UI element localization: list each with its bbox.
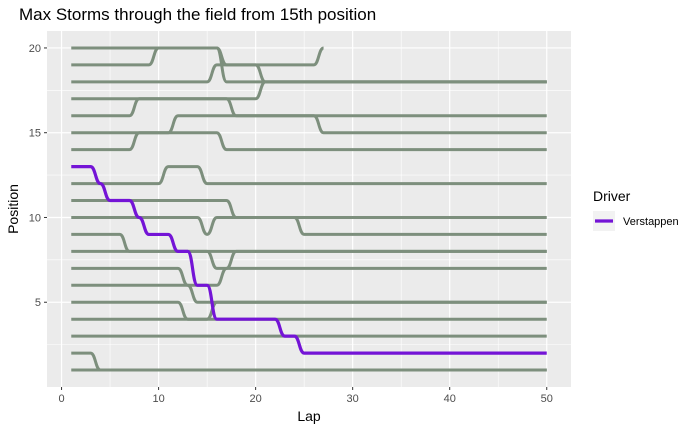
legend-title: Driver — [593, 188, 631, 204]
x-tick-label: 40 — [444, 393, 456, 405]
series-highlight — [71, 165, 547, 355]
series-line-driver-h — [71, 249, 547, 270]
legend-label-verstappen: Verstappen — [623, 216, 679, 228]
legend-entries: Verstappen — [593, 211, 679, 231]
grid-minor — [47, 31, 571, 387]
y-tick-label: 5 — [35, 297, 41, 309]
x-axis-label: Lap — [297, 408, 321, 424]
legend: Driver Verstappen — [593, 188, 679, 231]
series-line-driver-j — [71, 215, 547, 236]
series-line-driver-b — [71, 351, 547, 372]
series-line-driver-s — [71, 46, 325, 67]
series-line-driver-n — [71, 114, 547, 135]
y-tick-label: 15 — [29, 128, 41, 140]
series-line-driver-k — [71, 199, 547, 236]
series-line-driver-i — [71, 232, 547, 253]
x-tick-label: 10 — [152, 393, 164, 405]
x-tick-label: 20 — [250, 393, 262, 405]
plot-panel — [47, 31, 571, 387]
y-tick-label: 20 — [29, 43, 41, 55]
y-axis-label: Position — [5, 184, 21, 234]
x-tick-label: 0 — [58, 393, 64, 405]
x-axis: 0 10 20 30 40 50 — [58, 387, 553, 405]
series-line-driver-o — [71, 97, 547, 135]
x-tick-label: 50 — [541, 393, 553, 405]
x-tick-label: 30 — [347, 393, 359, 405]
y-tick-label: 10 — [29, 212, 41, 224]
y-axis: 5 10 15 20 — [29, 43, 47, 309]
series-line-verstappen — [71, 165, 547, 355]
chart-title: Max Storms through the field from 15th p… — [19, 5, 376, 24]
series-line-driver-m — [71, 131, 547, 152]
series-line-driver-e — [71, 300, 547, 321]
series-line-driver-l — [71, 165, 547, 186]
series-others — [71, 46, 547, 372]
